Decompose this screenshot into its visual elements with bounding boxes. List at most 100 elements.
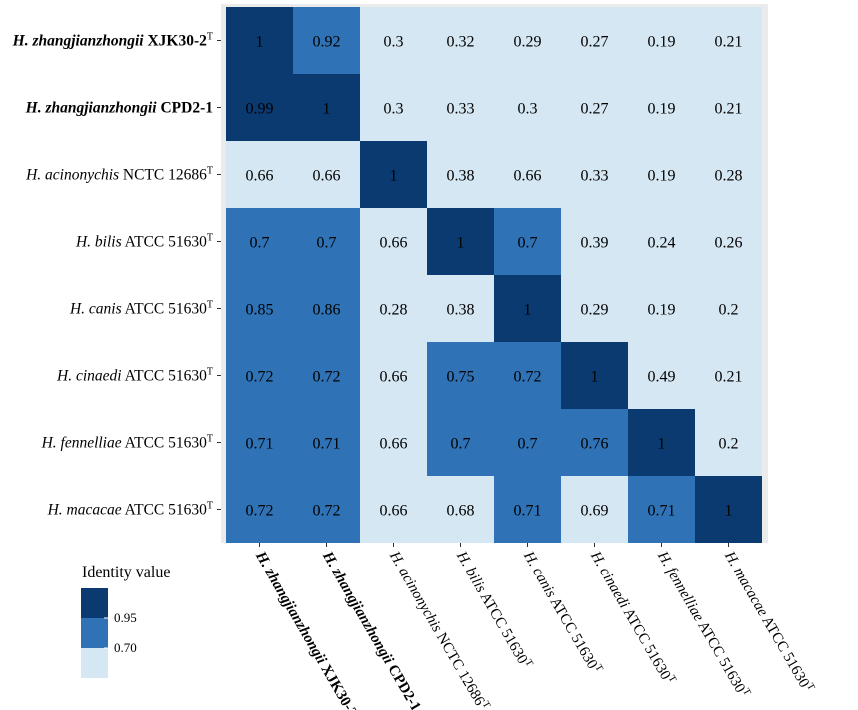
cell-value-label: 0.19 bbox=[648, 168, 676, 185]
heatmap-cell bbox=[494, 409, 561, 476]
cell-value-label: 0.3 bbox=[384, 34, 404, 51]
cell-value-label: 1 bbox=[457, 235, 465, 252]
cell-value-label: 0.71 bbox=[514, 503, 542, 520]
heatmap-cell bbox=[427, 7, 494, 74]
cell-value-label: 0.27 bbox=[581, 34, 609, 51]
heatmap-cell bbox=[494, 141, 561, 208]
cell-value-label: 0.38 bbox=[447, 302, 475, 319]
cell-value-label: 0.75 bbox=[447, 369, 475, 386]
heatmap-cell bbox=[427, 141, 494, 208]
cell-value-label: 0.28 bbox=[380, 302, 408, 319]
heatmap-cell bbox=[695, 7, 762, 74]
cell-value-label: 0.72 bbox=[313, 503, 341, 520]
heatmap-cell bbox=[561, 275, 628, 342]
heatmap-cell bbox=[427, 208, 494, 275]
heatmap-cell bbox=[695, 74, 762, 141]
cell-value-label: 0.85 bbox=[246, 302, 274, 319]
heatmap-cell bbox=[427, 74, 494, 141]
cell-value-label: 0.66 bbox=[380, 235, 408, 252]
cell-value-label: 0.29 bbox=[514, 34, 542, 51]
cell-value-label: 0.7 bbox=[518, 235, 538, 252]
cell-value-label: 0.2 bbox=[719, 436, 739, 453]
heatmap-cell bbox=[494, 74, 561, 141]
cell-value-label: 0.71 bbox=[648, 503, 676, 520]
heatmap-cell bbox=[561, 7, 628, 74]
cell-value-label: 0.68 bbox=[447, 503, 475, 520]
heatmap-cell bbox=[293, 275, 360, 342]
heatmap-cell bbox=[695, 342, 762, 409]
column-labels: H. zhangjianzhongii XJK30-2TH. zhangjian… bbox=[252, 543, 817, 710]
heatmap-cell bbox=[360, 342, 427, 409]
heatmap-cell bbox=[360, 74, 427, 141]
row-labels: H. zhangjianzhongii XJK30-2T H. zhangjian… bbox=[12, 32, 221, 519]
cell-value-label: 0.66 bbox=[246, 168, 274, 185]
cell-value-label: 0.72 bbox=[313, 369, 341, 386]
cell-value-label: 0.66 bbox=[380, 369, 408, 386]
heatmap-cell bbox=[427, 342, 494, 409]
heatmap-cell bbox=[427, 275, 494, 342]
row-label: H. canis ATCC 51630T bbox=[69, 300, 213, 318]
row-label: H. zhangjianzhongii XJK30-2T bbox=[12, 32, 213, 50]
heatmap-cell bbox=[226, 74, 293, 141]
heatmap-cell bbox=[360, 208, 427, 275]
heatmap-cell bbox=[494, 342, 561, 409]
row-label: H. zhangjianzhongii CPD2-1 bbox=[25, 100, 213, 117]
cell-value-label: 1 bbox=[323, 101, 331, 118]
heatmap-cell bbox=[628, 409, 695, 476]
cell-value-label: 0.28 bbox=[715, 168, 743, 185]
heatmap-cell bbox=[226, 342, 293, 409]
heatmap-cell bbox=[494, 7, 561, 74]
heatmap-cell bbox=[293, 342, 360, 409]
heatmap-cell bbox=[494, 208, 561, 275]
heatmap-cell bbox=[360, 409, 427, 476]
cell-value-label: 1 bbox=[658, 436, 666, 453]
heatmap-cell bbox=[628, 74, 695, 141]
heatmap-cell bbox=[561, 208, 628, 275]
heatmap-cell bbox=[628, 342, 695, 409]
heatmap-cell bbox=[226, 141, 293, 208]
heatmap-cell bbox=[226, 476, 293, 543]
heatmap-cell bbox=[628, 476, 695, 543]
cell-value-label: 1 bbox=[256, 34, 264, 51]
cell-value-label: 0.66 bbox=[380, 503, 408, 520]
cell-value-label: 0.72 bbox=[246, 369, 274, 386]
heatmap-cell bbox=[695, 476, 762, 543]
heatmap-cell bbox=[293, 141, 360, 208]
cell-value-label: 0.66 bbox=[313, 168, 341, 185]
heatmap-cell bbox=[293, 7, 360, 74]
cell-value-label: 0.86 bbox=[313, 302, 341, 319]
row-label: H. cinaedi ATCC 51630T bbox=[56, 367, 213, 385]
cell-value-label: 0.24 bbox=[648, 235, 676, 252]
column-label: H. bilis ATCC 51630T bbox=[453, 547, 535, 672]
cell-value-label: 0.32 bbox=[447, 34, 475, 51]
heatmap-cells: 1 0.92 0.3 0.32 0.29 0.27 0.19 0.210.99 1 0.3 0.33… bbox=[226, 7, 762, 543]
heatmap-cell bbox=[226, 7, 293, 74]
legend-swatch-mid bbox=[81, 618, 108, 648]
cell-value-label: 0.26 bbox=[715, 235, 743, 252]
cell-value-label: 0.7 bbox=[451, 436, 471, 453]
legend-title: Identity value bbox=[82, 564, 170, 581]
cell-value-label: 0.76 bbox=[581, 436, 609, 453]
cell-value-label: 0.21 bbox=[715, 369, 743, 386]
heatmap-cell bbox=[628, 7, 695, 74]
legend-tick-label: 0.95 bbox=[114, 610, 137, 625]
cell-value-label: 1 bbox=[591, 369, 599, 386]
cell-value-label: 0.33 bbox=[581, 168, 609, 185]
heatmap-cell bbox=[226, 409, 293, 476]
cell-value-label: 0.3 bbox=[518, 101, 538, 118]
cell-value-label: 0.19 bbox=[648, 302, 676, 319]
heatmap-cell bbox=[360, 141, 427, 208]
row-label: H. acinonychis NCTC 12686T bbox=[25, 166, 213, 184]
legend-swatch-low bbox=[81, 648, 108, 678]
cell-value-label: 0.72 bbox=[514, 369, 542, 386]
heatmap-cell bbox=[226, 208, 293, 275]
cell-value-label: 0.19 bbox=[648, 34, 676, 51]
heatmap-cell bbox=[695, 141, 762, 208]
cell-value-label: 0.72 bbox=[246, 503, 274, 520]
heatmap-cell bbox=[427, 476, 494, 543]
heatmap-cell bbox=[561, 409, 628, 476]
heatmap-cell bbox=[561, 74, 628, 141]
heatmap-cell bbox=[226, 275, 293, 342]
heatmap-cell bbox=[360, 7, 427, 74]
cell-value-label: 0.71 bbox=[313, 436, 341, 453]
